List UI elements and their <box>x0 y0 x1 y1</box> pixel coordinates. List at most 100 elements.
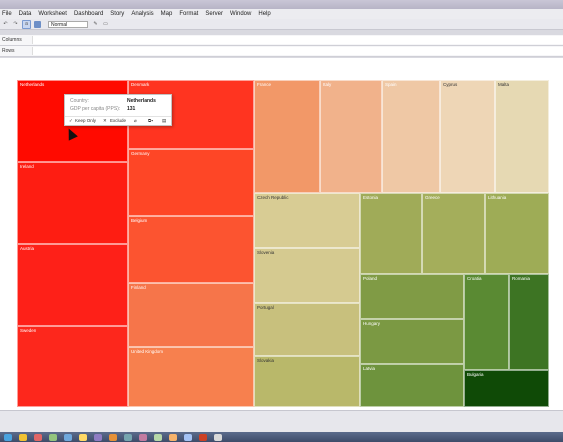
treemap-tile[interactable]: France <box>254 80 320 193</box>
abc-icon[interactable]: a <box>22 19 31 29</box>
undo-icon[interactable]: ↶ <box>3 20 8 27</box>
tile-label: Germany <box>131 151 150 156</box>
tile-label: Ireland <box>20 164 34 169</box>
task-app-icon[interactable] <box>154 433 162 441</box>
treemap-tile[interactable]: Austria <box>17 244 128 326</box>
tile-label: Poland <box>363 276 378 281</box>
pen-icon[interactable]: ✎ <box>93 20 98 27</box>
tile-label: Estonia <box>363 195 379 200</box>
treemap-tile[interactable]: Slovakia <box>254 356 360 407</box>
menu-format[interactable]: Format <box>179 11 199 17</box>
tile-label: Malta <box>498 82 510 87</box>
task-app-icon[interactable] <box>184 433 192 441</box>
treemap-tile[interactable]: Italy <box>320 80 382 193</box>
tile-label: Cyprus <box>443 82 458 87</box>
menu-dashboard[interactable]: Dashboard <box>73 11 104 17</box>
tooltip-country-label: Country: <box>70 98 89 104</box>
task-app-icon[interactable] <box>49 433 57 441</box>
chart-type-icon[interactable] <box>34 20 41 28</box>
tile-label: Czech Republic <box>257 195 289 200</box>
redo-icon[interactable]: ↷ <box>13 20 18 27</box>
treemap-tile[interactable]: Germany <box>128 149 254 216</box>
treemap-tile[interactable]: Portugal <box>254 303 360 356</box>
group-icon[interactable]: ⧉▾ <box>148 118 154 123</box>
task-app-icon[interactable] <box>109 433 117 441</box>
treemap-tile[interactable]: Romania <box>509 274 549 370</box>
start-icon[interactable] <box>4 433 12 441</box>
task-app-icon[interactable] <box>64 433 72 441</box>
treemap-tile[interactable]: Hungary <box>360 319 464 364</box>
tile-label: Finland <box>131 285 146 290</box>
treemap-tile[interactable]: Bulgaria <box>464 370 549 407</box>
treemap-tile[interactable]: Denmark <box>128 80 254 149</box>
fit-select[interactable]: Normal <box>48 20 88 28</box>
tooltip-gdp-value: 131 <box>127 106 136 112</box>
view-data-icon[interactable]: ▤ <box>162 118 167 123</box>
tile-label: Latvia <box>363 366 376 371</box>
menu-window[interactable]: Window <box>230 11 252 17</box>
tile-label: Hungary <box>363 321 381 326</box>
menu-help[interactable]: Help <box>258 11 271 17</box>
treemap-tile[interactable]: Malta <box>495 80 549 193</box>
tile-label: Belgium <box>131 218 148 223</box>
columns-shelf: Columns <box>0 35 563 46</box>
menu-map[interactable]: Map <box>160 11 173 17</box>
tile-label: Greece <box>425 195 440 200</box>
task-app-icon[interactable] <box>34 433 42 441</box>
menu-worksheet[interactable]: Worksheet <box>38 11 67 17</box>
treemap-tile[interactable]: Belgium <box>128 216 254 283</box>
menu-file[interactable]: File <box>2 11 12 17</box>
treemap-tile[interactable]: Latvia <box>360 364 464 407</box>
columns-drop-zone[interactable] <box>32 36 563 44</box>
tile-label: Bulgaria <box>467 372 484 377</box>
tooltip-gdp-label: GDP per capita (PPS): <box>70 106 121 112</box>
task-app-icon[interactable] <box>19 433 27 441</box>
tooltip-country-value: Netherlands <box>127 98 156 104</box>
rows-label: Rows <box>2 48 15 54</box>
task-app-icon[interactable] <box>214 433 222 441</box>
treemap-tile[interactable]: Finland <box>128 283 254 347</box>
tooltip-actions: ✓ Keep Only ✕ Exclude ⌀ ⧉▾ ▤ <box>65 116 171 126</box>
treemap-tile[interactable]: Spain <box>382 80 440 193</box>
task-app-icon[interactable] <box>94 433 102 441</box>
rows-shelf: Rows <box>0 46 563 57</box>
treemap-tile[interactable]: Estonia <box>360 193 422 274</box>
tile-label: Sweden <box>20 328 37 333</box>
treemap-tile[interactable]: United Kingdom <box>128 347 254 407</box>
rows-drop-zone[interactable] <box>32 47 563 55</box>
task-app-icon[interactable] <box>79 433 87 441</box>
tile-label: Croatia <box>467 276 482 281</box>
treemap-tile[interactable]: Sweden <box>17 326 128 407</box>
task-app-icon[interactable] <box>199 433 207 441</box>
exclude-button[interactable]: Exclude <box>110 118 127 123</box>
columns-label: Columns <box>2 37 22 43</box>
keep-only-button[interactable]: Keep Only <box>75 118 97 123</box>
menu-story[interactable]: Story <box>110 11 125 17</box>
paperclip-icon[interactable]: ⌀ <box>134 118 137 123</box>
treemap: Netherlands Ireland Austria Sweden Denma… <box>17 80 549 407</box>
treemap-tile[interactable]: Greece <box>422 193 485 274</box>
check-icon: ✓ <box>69 118 73 123</box>
tile-label: Denmark <box>131 82 150 87</box>
status-bar <box>0 410 563 433</box>
treemap-tile[interactable]: Poland <box>360 274 464 319</box>
tile-label: Italy <box>323 82 332 87</box>
taskbar <box>0 432 563 442</box>
task-app-icon[interactable] <box>124 433 132 441</box>
tile-label: United Kingdom <box>131 349 164 354</box>
present-icon[interactable]: ▭ <box>103 20 108 27</box>
treemap-tile[interactable]: Ireland <box>17 162 128 244</box>
task-app-icon[interactable] <box>139 433 147 441</box>
treemap-tile[interactable]: Czech Republic <box>254 193 360 248</box>
task-app-icon[interactable] <box>169 433 177 441</box>
menu-server[interactable]: Server <box>205 11 224 17</box>
treemap-tile[interactable]: Slovenia <box>254 248 360 303</box>
treemap-tile[interactable]: Croatia <box>464 274 509 370</box>
treemap-tile[interactable]: Cyprus <box>440 80 495 193</box>
menu-data[interactable]: Data <box>18 11 32 17</box>
tile-label: Spain <box>385 82 397 87</box>
tile-label: Austria <box>20 246 35 251</box>
menu-analysis[interactable]: Analysis <box>131 11 154 17</box>
treemap-tile[interactable]: Lithuania <box>485 193 549 274</box>
tile-label: Netherlands <box>20 82 45 87</box>
